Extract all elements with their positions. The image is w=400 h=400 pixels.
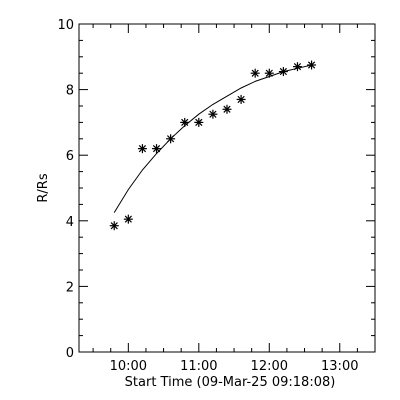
data-point [307,60,317,70]
y-tick-label: 2 [66,280,74,295]
data-point [278,67,288,77]
asterisk-stroke [152,145,161,153]
y-tick-label: 8 [66,84,74,99]
asterisk-stroke [251,69,259,77]
x-tick-label: 12:00 [251,359,288,374]
asterisk-stroke [110,222,118,230]
data-point [292,62,302,72]
y-tick-label: 0 [66,346,74,361]
data-point [264,68,274,78]
fit-curve [113,64,312,213]
data-point [137,144,147,154]
data-point [250,68,260,78]
plot-frame [78,23,376,353]
asterisk-stroke [166,135,175,143]
plot-series [109,60,317,231]
asterisk-stroke [195,118,203,127]
asterisk-stroke [138,145,147,153]
y-tick-label: 6 [66,149,74,164]
asterisk-stroke [307,61,316,69]
asterisk-stroke [124,215,132,223]
y-tick-label: 4 [66,215,74,230]
asterisk-stroke [223,105,231,113]
asterisk-stroke [209,110,217,118]
data-point [194,117,204,127]
data-point [222,104,232,114]
asterisk-stroke [181,118,189,127]
y-tick-label: 10 [57,18,74,33]
data-point [152,144,162,154]
x-tick-label: 11:00 [180,359,217,374]
data-point [208,109,218,119]
asterisk-stroke [293,63,302,71]
asterisk-stroke [265,69,273,77]
x-tick-label: 10:00 [110,359,147,374]
data-point [109,221,119,231]
data-point [180,117,190,127]
x-axis-label: Start Time (09-Mar-25 09:18:08) [125,375,336,390]
asterisk-stroke [237,95,245,104]
data-point [123,214,133,224]
asterisk-stroke [279,67,288,76]
data-point [166,134,176,144]
y-axis: 0 2 4 6 8 10 [57,18,375,361]
y-axis-label: R/Rs [36,173,51,202]
x-axis: 10:00 11:00 12:00 13:00 [92,24,376,374]
x-tick-label: 13:00 [321,359,358,374]
data-point [236,94,246,104]
